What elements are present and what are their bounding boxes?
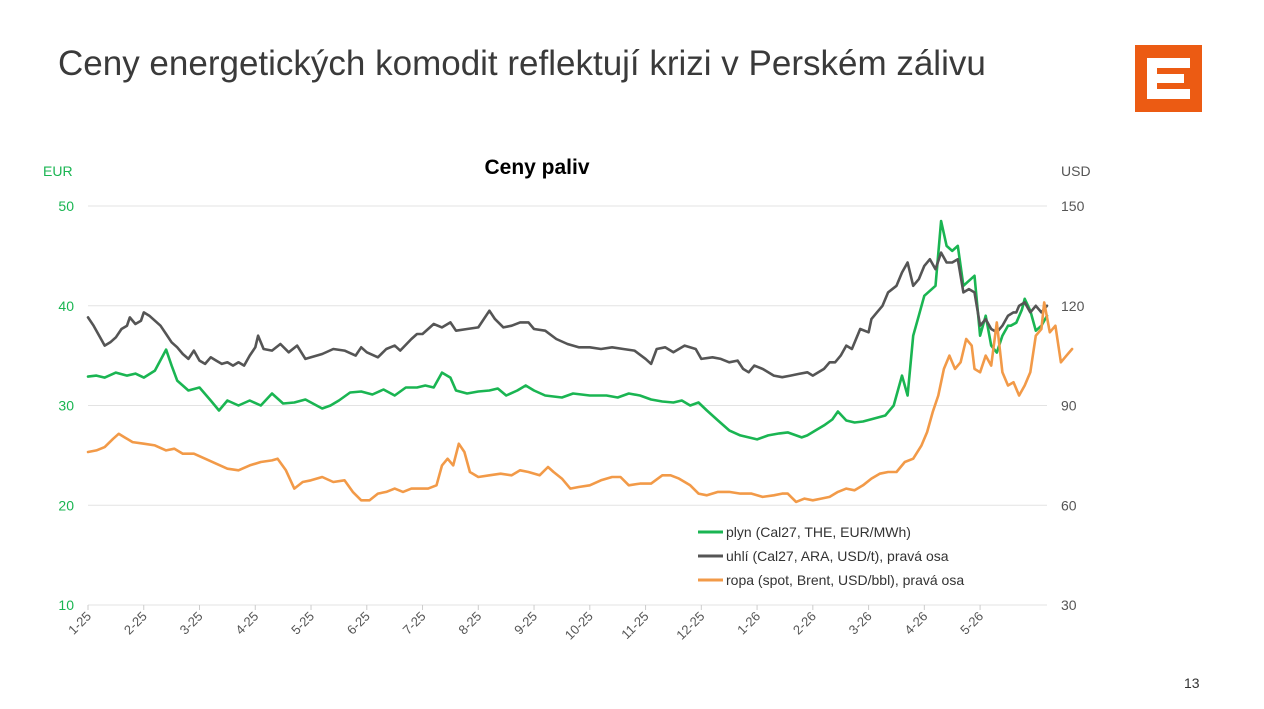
legend-label: uhlí (Cal27, ARA, USD/t), pravá osa bbox=[726, 548, 949, 564]
x-tick-label: 3-26 bbox=[846, 609, 875, 638]
x-tick-label: 7-25 bbox=[400, 609, 429, 638]
x-tick-label: 12-25 bbox=[673, 609, 707, 643]
left-tick-label: 20 bbox=[58, 497, 74, 513]
cez-logo bbox=[1135, 45, 1202, 112]
right-tick-label: 150 bbox=[1061, 198, 1085, 214]
left-tick-label: 30 bbox=[58, 398, 74, 414]
legend: plyn (Cal27, THE, EUR/MWh) uhlí (Cal27, A… bbox=[698, 524, 964, 588]
page-number: 13 bbox=[1184, 675, 1200, 691]
right-tick-label: 30 bbox=[1061, 597, 1077, 613]
x-tick-label: 10-25 bbox=[562, 609, 596, 643]
grid-lines bbox=[88, 205, 1047, 606]
x-tick-label: 9-25 bbox=[511, 609, 540, 638]
right-tick-label: 120 bbox=[1061, 298, 1085, 314]
x-tick-label: 5-26 bbox=[957, 609, 986, 638]
x-tick-label: 2-25 bbox=[121, 609, 150, 638]
right-axis-unit: USD bbox=[1061, 163, 1091, 179]
x-tick-label: 4-26 bbox=[901, 609, 930, 638]
series-line-0 bbox=[86, 219, 1049, 441]
x-tick-label: 5-25 bbox=[288, 609, 317, 638]
left-axis-unit: EUR bbox=[43, 163, 73, 179]
slide-title: Ceny energetických komodit reflektují kr… bbox=[58, 44, 986, 83]
right-tick-label: 90 bbox=[1061, 398, 1077, 414]
left-tick-label: 40 bbox=[58, 298, 74, 314]
logo-mark-icon bbox=[1135, 45, 1202, 112]
legend-label: ropa (spot, Brent, USD/bbl), pravá osa bbox=[726, 572, 964, 588]
series-lines bbox=[86, 219, 1074, 504]
x-tick-label: 11-25 bbox=[618, 609, 651, 642]
x-tick-label: 8-25 bbox=[455, 609, 484, 638]
left-tick-label: 50 bbox=[58, 198, 74, 214]
chart-title: Ceny paliv bbox=[484, 156, 589, 179]
x-tick-label: 3-25 bbox=[177, 609, 206, 638]
x-tick-label: 6-25 bbox=[344, 609, 373, 638]
legend-label: plyn (Cal27, THE, EUR/MWh) bbox=[726, 524, 911, 540]
x-tick-label: 1-26 bbox=[734, 609, 763, 638]
left-tick-label: 10 bbox=[58, 597, 74, 613]
series-line-1 bbox=[86, 251, 1049, 379]
x-tick-label: 4-25 bbox=[232, 609, 261, 638]
x-tick-label: 2-26 bbox=[790, 609, 819, 638]
right-tick-label: 60 bbox=[1061, 497, 1077, 513]
series-line-2 bbox=[86, 301, 1074, 504]
